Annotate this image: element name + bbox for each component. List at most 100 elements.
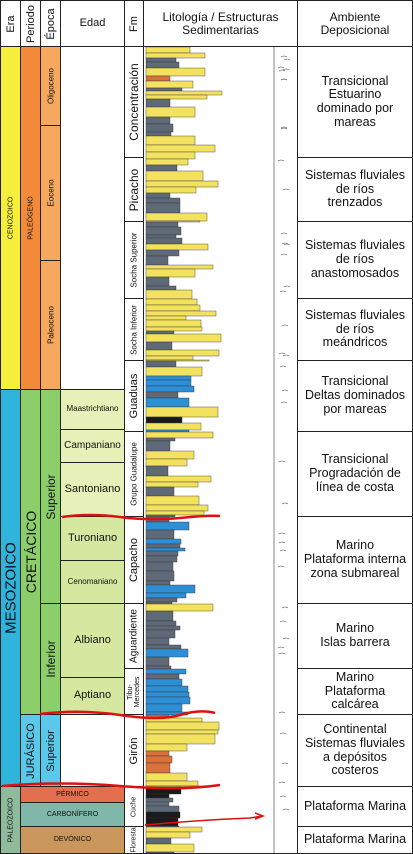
age-albiano: Albiano — [60, 603, 125, 678]
age-albiano-label: Albiano — [74, 633, 111, 646]
env-floresta-label: Plataforma Marina — [303, 832, 407, 847]
period-cretacico: CRETÁCICO — [20, 389, 41, 715]
lithology-bed — [145, 106, 196, 118]
fm-concentracion-label: Concentración — [127, 63, 141, 141]
lithology-bed — [145, 521, 190, 531]
lithology-bed — [145, 603, 214, 612]
age-santoniano-label: Santoniano — [64, 482, 121, 495]
lithology-bed — [145, 610, 174, 622]
lithology-bed — [145, 481, 199, 488]
lithology-bed — [145, 543, 181, 549]
sedimentary-structure-icon — [277, 159, 285, 162]
header-edad-label: Edad — [79, 16, 106, 29]
sedimentary-structure-icon — [278, 69, 286, 72]
lithology-bed — [145, 580, 171, 586]
epoch-paleoceno: Paleoceno — [40, 260, 61, 390]
lithology-bed — [145, 550, 179, 557]
lithology-bed — [145, 625, 181, 631]
lithology-bed — [145, 285, 177, 291]
lithology-bed — [145, 202, 181, 214]
sedimentary-structure-icon — [281, 242, 289, 245]
sedimentary-structure-icon — [283, 285, 291, 288]
header-litologia-label: Litología / Estructuras Sedimentarias — [162, 9, 279, 37]
lithology-bed — [145, 637, 170, 646]
sedimentary-structure-icon — [278, 352, 286, 355]
lithology-bed — [145, 504, 209, 512]
sedimentary-structure-icon — [279, 795, 287, 798]
lithology-bed — [145, 561, 174, 572]
header-periodo-label: Periodo — [24, 4, 37, 43]
env-floresta: Plataforma Marina — [297, 826, 413, 854]
lithology-bed — [145, 80, 194, 89]
sedimentary-structure-icon — [278, 652, 286, 655]
sedimentary-structure-icon — [281, 324, 289, 327]
fm-giron-label: Girón — [128, 737, 140, 764]
lithology-bed — [145, 843, 195, 853]
period-devonico-label: DEVÓNICO — [53, 836, 92, 844]
sedimentary-structure-icon — [282, 68, 290, 71]
sedimentary-structure-icon — [281, 502, 289, 505]
epoch-cretacico-inferior: Inferior — [40, 603, 61, 715]
age-maastrichtiano-label: Maastrichtiano — [66, 404, 119, 414]
fm-socha-superior-label: Socha Superior — [129, 232, 139, 288]
sedimentary-structure-icon — [278, 541, 286, 544]
lithology-bed — [145, 192, 171, 199]
lithology-bed — [145, 170, 204, 182]
lithology-bed — [145, 691, 190, 698]
lithology-bed — [145, 475, 212, 483]
period-jurasico: JURÁSICO — [20, 714, 41, 787]
lithology-bed — [145, 465, 169, 477]
epoch-oligoceno-label: Oligoceno — [46, 67, 55, 105]
lithology-bed — [145, 717, 203, 723]
lithology-bed — [145, 422, 202, 431]
age-turoniano: Turoniano — [60, 516, 125, 561]
env-socha-superior-label: Sistemas fluviales de ríos anastomosados — [304, 238, 406, 280]
sedimentary-structure-icon — [280, 78, 288, 81]
lithology-bed — [145, 437, 176, 442]
epoch-oligoceno: Oligoceno — [40, 46, 61, 126]
lithology-bed — [145, 429, 190, 433]
fm-cuche-label: Cuche — [130, 796, 138, 817]
env-socha-inferior: Sistemas fluviales de ríos meándricos — [297, 298, 413, 361]
lithology-bed — [145, 341, 173, 351]
sedimentary-structure-icon — [282, 354, 290, 357]
header-ambiente: Ambiente Deposicional — [297, 0, 413, 47]
header-epoca-label: Época — [44, 7, 57, 40]
sedimentary-structure-icon — [283, 58, 291, 61]
era-paleozoico-label: PALEOZOICO — [7, 797, 14, 843]
lithology-bed — [145, 158, 189, 166]
fm-picacho: Picacho — [124, 157, 144, 222]
lithology-bed — [145, 221, 179, 228]
lithology-bed — [145, 629, 176, 639]
period-devonico: DEVÓNICO — [20, 826, 125, 854]
lithology-bed — [145, 355, 194, 361]
lithology-bed — [145, 555, 178, 563]
lithology-bed — [145, 510, 205, 516]
fm-tibu-mercedes: Tibu- Mercedes — [124, 668, 144, 715]
sedimentary-structure-icon — [282, 808, 290, 811]
lithology-bed — [145, 584, 196, 594]
lithology-bed — [145, 743, 188, 752]
lithology-bed — [145, 75, 171, 82]
epoch-jurasico-superior-label: Superior — [44, 729, 57, 772]
env-guaduas: Transicional Deltas dominados por mareas — [297, 360, 413, 432]
sedimentary-structure-icon — [280, 232, 288, 235]
era-cenozoico-label: CENOZOICO — [7, 196, 14, 240]
era-mesozoico-label: MESOZOICO — [2, 542, 19, 634]
lithology-bed — [145, 186, 197, 194]
lithology-bed — [145, 811, 181, 819]
lithology-bed — [145, 678, 183, 687]
sedimentary-structure-icon — [281, 606, 289, 609]
lithology-bed — [145, 805, 180, 813]
lithology-bed — [145, 762, 171, 774]
lithology-bed — [145, 249, 180, 257]
sedimentary-structure-icon — [278, 460, 286, 463]
lithology-bed — [145, 310, 217, 317]
env-tibu-mercedes: Marino Plataforma calcárea — [297, 668, 413, 715]
lithology-bed — [145, 375, 192, 381]
header-era: Era — [0, 0, 21, 47]
lithology-bed — [145, 234, 177, 239]
era-cenozoico: CENOZOICO — [0, 46, 21, 390]
lithology-bed — [145, 644, 182, 650]
lithology-bed — [145, 98, 171, 108]
